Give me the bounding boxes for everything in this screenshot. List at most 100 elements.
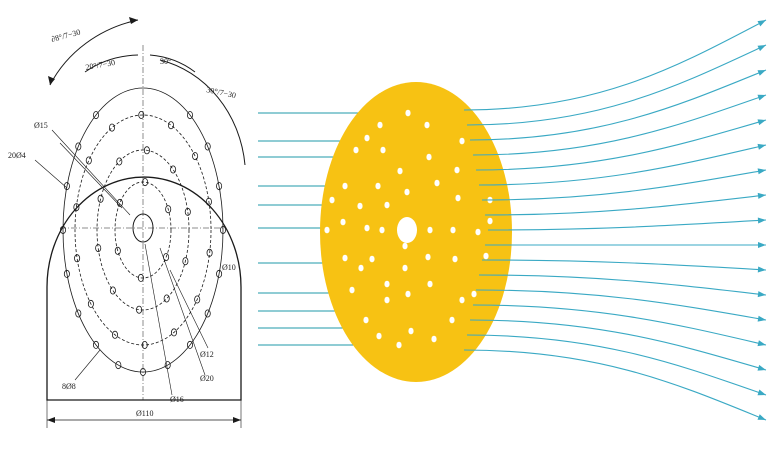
outflow-curve [487,219,767,231]
drawing-hole [165,205,172,214]
pad-center-hole [397,217,417,243]
pad-hole [379,226,385,234]
drawing-hole [93,111,100,120]
pad-hole [377,121,383,129]
pad-hole [369,255,375,263]
pad-hole [376,332,382,340]
outflow-arrowhead [757,20,766,27]
leader-line [159,247,206,376]
pad-hole [405,290,411,298]
drawing-hole [75,142,82,151]
outflow-curve [481,169,767,201]
drawing-hole [192,152,199,161]
angle-arrow [129,17,138,24]
drawing-hole [74,254,81,263]
hole-label-bottom: Ø16 [170,395,184,404]
pad-hole [425,253,431,261]
outflow-curve [484,194,767,216]
drawing-hole [142,178,149,187]
drawing-hole [164,361,171,370]
pad-hole [452,255,458,263]
outflow-curve [466,44,767,126]
outflow-curve [472,94,767,156]
drawing-hole [97,194,104,203]
angle-arc-mid [84,54,139,73]
pad-hole [353,146,359,154]
pad-hole [340,218,346,226]
drawing-hole [216,269,223,278]
angle-arrow [48,76,55,85]
pad-hole [397,167,403,175]
drawing-hole [186,111,193,120]
pad-hole [450,226,456,234]
drawing-holes [60,111,226,376]
angle-label-30: 30° [160,57,171,66]
pad-hole [449,316,455,324]
pad-hole [349,286,355,294]
drawing-hole [112,330,119,339]
drawing-hole [109,286,116,295]
leader-line [51,129,131,216]
pad-hole [405,109,411,117]
outflow-curve [478,144,767,186]
pad-hole [396,341,402,349]
pad-hole [358,264,364,272]
pad-hole [455,194,461,202]
pad-hole [384,201,390,209]
outflow-curve [472,304,767,346]
drawing-hole [170,165,177,174]
leader-line [74,349,101,381]
overall-width-label: Ø110 [136,409,153,418]
pad-hole [402,242,408,250]
drawing-hole [139,367,146,376]
pad-hole [384,280,390,288]
drawing-hole [219,225,226,234]
drawing-hole [167,121,174,130]
drawing-hole [141,340,148,349]
drawing-hole [93,340,100,349]
pad-hole [408,327,414,335]
pad-hole [475,228,481,236]
pad-hole [424,121,430,129]
drawing-hole [186,340,193,349]
drawing-hole [184,207,191,216]
pad-hole [427,280,433,288]
outgoing-airflow [463,19,767,421]
outflow-arrowhead [757,143,766,150]
dimension-arrow [233,417,241,423]
drawing-hole [73,203,80,212]
pad-hole [357,202,363,210]
outflow-curve [478,274,767,296]
hole-label-right-2: Ø20 [200,374,214,383]
outflow-arrowhead [757,266,766,273]
drawing-hole [114,246,121,255]
drawing-hole [143,146,150,155]
pad-hole [375,182,381,190]
drawing-hole [216,182,223,191]
outflow-curve [463,349,767,421]
outflow-arrowhead [757,291,766,298]
drawing-hole [170,328,177,337]
drawing-hole [163,294,170,303]
drawing-hole [109,123,116,132]
drawing-hole [194,295,201,304]
pad-hole [471,290,477,298]
pad-outline [46,176,242,401]
drawing-hole [204,309,211,318]
dimension-arrow [47,417,55,423]
angle-label-right: 30°/7−30 [206,85,237,100]
outflow-arrowhead [757,119,766,126]
pad-hole [364,224,370,232]
pad-hole [384,296,390,304]
pad-hole [487,217,493,225]
outflow-arrowhead [757,217,766,224]
outflow-arrowhead [757,364,766,371]
angle-arc-large [49,19,139,86]
pad-hole [459,137,465,145]
drawing-hole [205,197,212,206]
drawing-hole [95,244,102,253]
pad-hole [402,264,408,272]
drawing-hole [206,248,213,257]
outflow-arrowhead [757,70,766,76]
